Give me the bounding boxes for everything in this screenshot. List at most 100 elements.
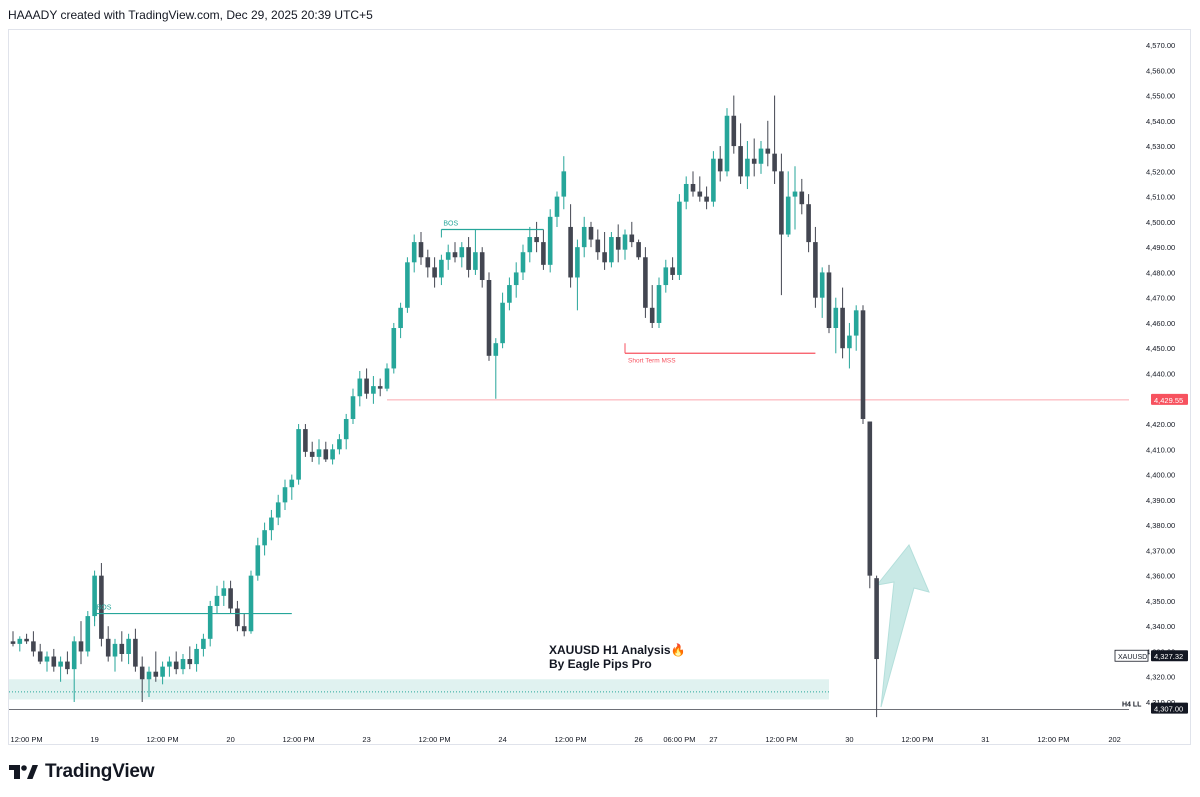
bullish-candle <box>357 378 363 397</box>
tradingview-logo[interactable]: TradingView <box>9 760 155 784</box>
bearish-candle <box>860 310 866 419</box>
h4-ll-price-label-bg <box>1151 702 1188 714</box>
bullish-candle <box>792 191 798 197</box>
bearish-candle <box>779 171 784 235</box>
y-tick-label: 4,450.00 <box>1146 344 1175 353</box>
bearish-candle <box>24 638 29 642</box>
bearish-candle <box>486 280 492 356</box>
bullish-candle <box>493 343 499 356</box>
bearish-candle <box>432 267 437 278</box>
x-tick-label: 20 <box>226 735 234 744</box>
y-tick-label: 4,470.00 <box>1146 294 1175 303</box>
bullish-candle <box>391 328 397 369</box>
bullish-candle <box>201 638 206 649</box>
chart-title: XAUUSD H1 Analysis🔥 <box>549 643 686 657</box>
chart-frame[interactable]: BOS BOS Short Term MSS XAUUSD H1 Analysis🔥 B… <box>8 29 1191 745</box>
bearish-candle <box>78 641 84 652</box>
bullish-candle <box>214 595 220 606</box>
bearish-candle <box>303 429 308 452</box>
bullish-candle <box>343 418 349 440</box>
bullish-candle <box>785 196 791 235</box>
header-caption: HAAADY created with TradingView.com, Dec… <box>8 8 373 22</box>
bullish-candle <box>85 616 91 652</box>
x-tick-label: 30 <box>845 735 853 744</box>
bearish-candle <box>37 651 43 662</box>
bullish-candle <box>656 285 662 323</box>
bullish-candle <box>330 449 335 460</box>
y-tick-label: 4,370.00 <box>1146 546 1175 555</box>
bearish-candle <box>602 252 607 263</box>
y-tick-label: 4,570.00 <box>1146 41 1175 50</box>
h4-ll-label: H4 LL <box>1122 702 1142 709</box>
x-tick-label: 12:00 PM <box>419 735 451 744</box>
bullish-candle <box>853 310 859 336</box>
bearish-candle <box>534 237 539 243</box>
y-tick-label: 4,550.00 <box>1146 92 1175 101</box>
bearish-candle <box>717 158 723 172</box>
x-tick-label: 12:00 PM <box>765 735 797 744</box>
bearish-candle <box>425 257 431 268</box>
bullish-candle <box>248 575 254 632</box>
bearish-candle <box>153 671 159 677</box>
bullish-candle <box>350 396 356 419</box>
bullish-candle <box>160 666 165 677</box>
bullish-candle <box>71 641 77 670</box>
bullish-candle <box>507 285 512 303</box>
chart-subtitle: By Eagle Pips Pro <box>549 657 652 671</box>
bullish-candle <box>520 252 526 273</box>
bearish-candle <box>697 191 703 197</box>
bullish-candle <box>724 115 730 172</box>
bullish-candle <box>745 158 750 177</box>
bearish-candle <box>874 578 879 660</box>
y-tick-label: 4,440.00 <box>1146 370 1175 379</box>
bearish-candle <box>568 226 573 278</box>
bullish-candle <box>221 588 227 596</box>
bullish-candle <box>758 148 764 164</box>
x-tick-label: 27 <box>709 735 717 744</box>
bearish-candle <box>364 378 369 394</box>
y-tick-label: 4,510.00 <box>1146 193 1175 202</box>
candlestick-chart[interactable]: BOS BOS Short Term MSS XAUUSD H1 Analysis🔥B… <box>9 30 1191 745</box>
bearish-candle <box>595 239 601 253</box>
y-tick-label: 4,530.00 <box>1146 142 1175 151</box>
x-tick-label: 31 <box>981 735 989 744</box>
bullish-candle <box>384 368 390 389</box>
x-tick-label: 12:00 PM <box>283 735 315 744</box>
bearish-candle <box>704 196 709 202</box>
bullish-candle <box>554 196 560 217</box>
bearish-candle <box>10 641 16 644</box>
y-tick-label: 4,410.00 <box>1146 445 1175 454</box>
bearish-candle <box>615 237 621 250</box>
symbol-tag-bg <box>1114 649 1149 662</box>
bullish-candle <box>126 638 131 654</box>
bullish-candle <box>547 216 553 265</box>
logo-wordmark: TradingView <box>45 761 155 782</box>
countdown-label: 20:01 <box>1154 660 1173 669</box>
bearish-candle <box>649 307 655 323</box>
bearish-candle <box>65 661 70 670</box>
bullish-candle <box>167 661 172 667</box>
bullish-candle <box>398 307 403 329</box>
bullish-candle <box>513 272 519 286</box>
y-tick-label: 4,350.00 <box>1146 597 1175 606</box>
bullish-candle <box>500 302 505 344</box>
bullish-candle <box>337 439 342 450</box>
y-tick-label: 4,310.00 <box>1146 698 1175 707</box>
symbol-tag: XAUUSD <box>1118 654 1147 661</box>
bullish-candle <box>262 530 267 546</box>
bullish-candle <box>92 575 97 617</box>
bullish-candle <box>289 479 295 488</box>
bearish-candle <box>867 421 873 576</box>
bullish-candle <box>847 335 852 349</box>
bearish-candle <box>826 272 832 329</box>
bearish-candle <box>173 661 179 670</box>
y-tick-label: 4,420.00 <box>1146 420 1175 429</box>
bullish-candle <box>44 656 50 662</box>
bullish-candle <box>255 545 261 576</box>
y-tick-label: 4,480.00 <box>1146 268 1175 277</box>
bullish-candle <box>527 237 533 253</box>
bearish-candle <box>51 656 57 667</box>
x-tick-label: 23 <box>362 735 370 744</box>
bearish-candle <box>105 638 111 657</box>
bearish-candle <box>629 234 635 243</box>
